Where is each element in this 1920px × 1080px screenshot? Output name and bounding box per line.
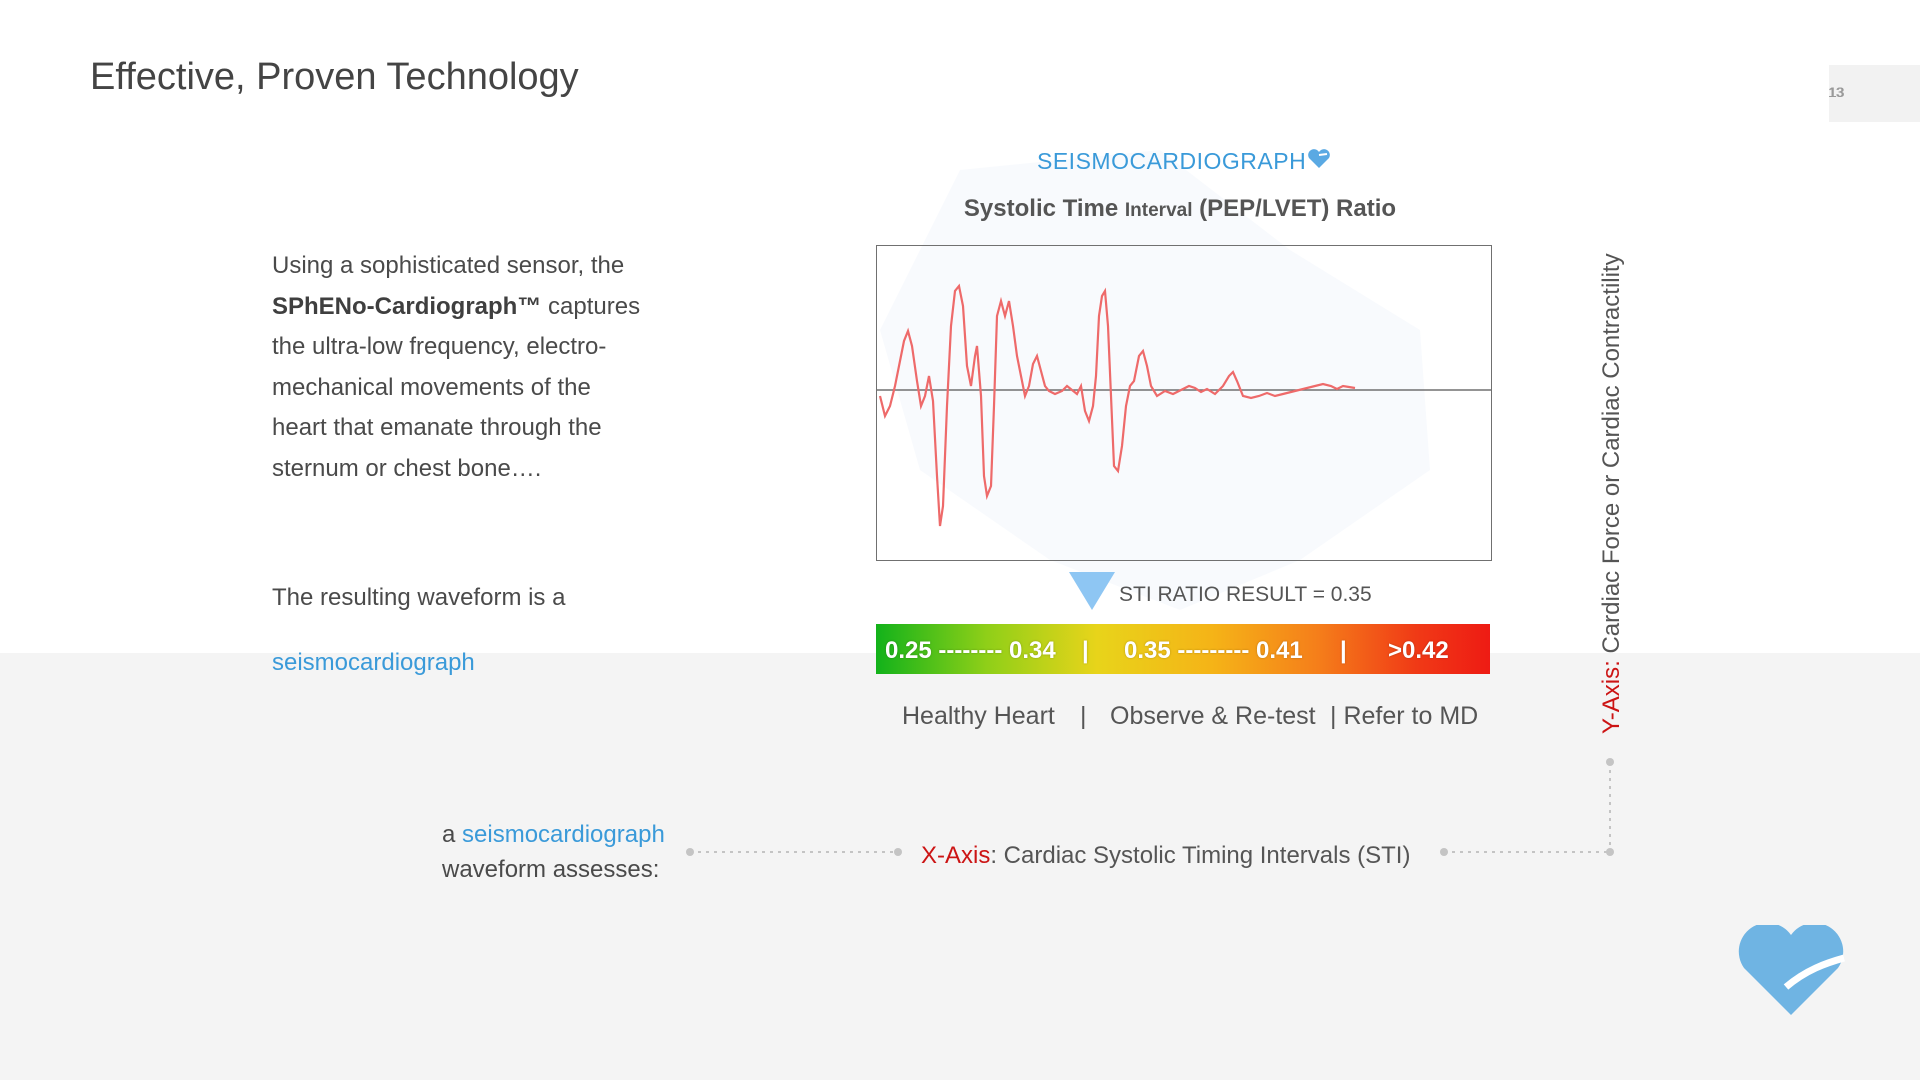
intro-line-3: the ultra-low frequency, electro- <box>272 333 607 360</box>
small-heart-icon <box>1308 149 1330 168</box>
down-triangle-icon <box>1069 572 1115 610</box>
waveform-chart-frame <box>876 245 1492 561</box>
subtitle-part-b: (PEP/LVET) Ratio <box>1192 195 1397 222</box>
page-number-box <box>1829 65 1920 122</box>
label-separator: | <box>1080 702 1087 730</box>
chart-heading: SEISMOCARDIOGRAPH <box>1037 148 1307 174</box>
subtitle-part-a: Systolic Time <box>963 195 1125 222</box>
connector-dot-top <box>1606 758 1614 766</box>
sti-scale-bar <box>876 624 1490 674</box>
assess-a: a <box>442 821 463 848</box>
scale-segment-refer: >0.42 <box>1388 637 1449 664</box>
connector-dot-left-start <box>686 848 694 856</box>
scale-separator-1: | <box>1082 637 1089 664</box>
intro-line-6: sternum or chest bone…. <box>272 454 542 482</box>
connector-dot-left-end <box>894 848 902 856</box>
label-healthy-heart: Healthy Heart <box>902 702 1055 730</box>
bottom-band <box>0 653 1920 1080</box>
chart-subtitle: Systolic Time Interval (PEP/LVET) Ratio <box>800 195 1560 223</box>
label-observe-retest: Observe & Re-test <box>1110 702 1316 730</box>
scale-separator-2: | <box>1340 637 1347 664</box>
brand-name: SPhENo-Cardiograph™ <box>272 292 542 320</box>
label-refer-to-md: | Refer to MD <box>1330 702 1479 730</box>
x-axis-text: : Cardiac Systolic Timing Intervals (STI… <box>990 842 1411 869</box>
scale-segment-observe: 0.35 --------- 0.41 <box>1124 637 1303 664</box>
result-prefix: The resulting waveform is a <box>272 584 566 611</box>
intro-line-1: Using a sophisticated sensor, the <box>272 252 625 279</box>
result-paragraph: The resulting waveform is a seismocardio… <box>272 554 682 707</box>
heart-logo-icon <box>1738 925 1845 1015</box>
scale-segment-healthy: 0.25 -------- 0.34 <box>885 637 1056 664</box>
intro-line-5: heart that emanate through the <box>272 414 602 441</box>
assess-line-2: waveform assesses: <box>442 856 660 883</box>
assess-link[interactable]: seismocardiograph <box>462 821 665 848</box>
assess-text: a seismocardiograph waveform assesses: <box>442 817 665 887</box>
seismocardiograph-link[interactable]: seismocardiograph <box>272 648 475 676</box>
waveform-svg <box>877 283 1491 527</box>
x-axis-prefix: X-Axis <box>921 842 991 869</box>
sti-result-text: STI RATIO RESULT = 0.35 <box>1119 583 1372 606</box>
x-axis-label: X-Axis: Cardiac Systolic Timing Interval… <box>921 842 1410 870</box>
page-number-visible: 13 <box>1829 84 1845 100</box>
subtitle-small: Interval <box>1124 200 1193 221</box>
intro-paragraph: Using a sophisticated sensor, the SPhENo… <box>272 246 682 489</box>
page-title: Effective, Proven Technology <box>90 56 579 98</box>
seismocardiograph-waveform <box>878 283 1356 527</box>
intro-line-2: captures <box>541 292 641 320</box>
intro-line-4: mechanical movements of the <box>272 373 591 401</box>
connector-dot-right-start <box>1440 848 1448 856</box>
